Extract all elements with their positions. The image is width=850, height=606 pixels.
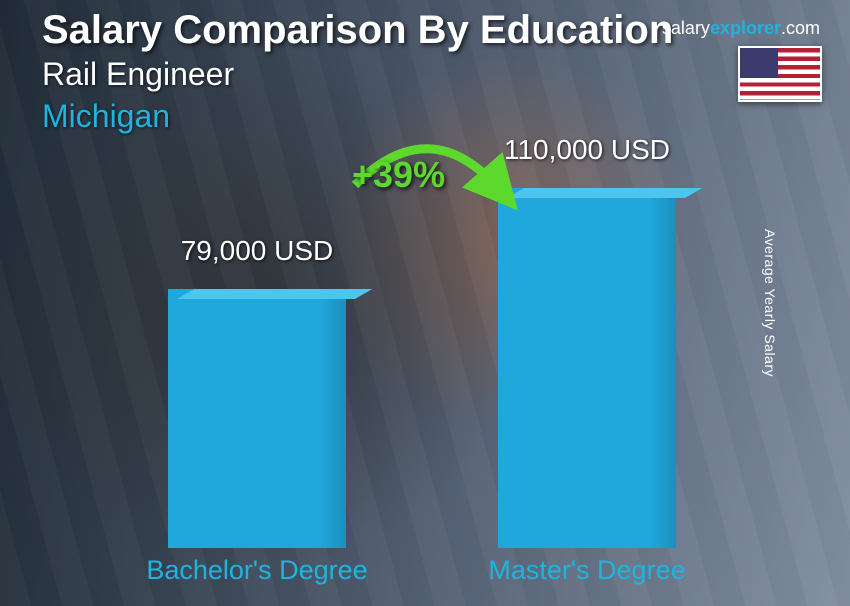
chart-title: Salary Comparison By Education	[42, 8, 673, 53]
us-flag-icon	[738, 46, 822, 102]
bar-category-label: Bachelor's Degree	[127, 555, 387, 586]
chart-subtitle-location: Michigan	[42, 98, 170, 135]
bar-3d	[498, 188, 676, 548]
source-attribution: salaryexplorer.com	[662, 18, 820, 39]
bar-front	[498, 188, 676, 548]
bar-top	[507, 188, 702, 198]
chart-container: Salary Comparison By Education Rail Engi…	[0, 0, 850, 606]
source-accent: explorer	[710, 18, 781, 38]
bar-front	[168, 289, 346, 548]
bar-group-1: 110,000 USD	[498, 188, 676, 548]
source-prefix: salary	[662, 18, 710, 38]
bar-group-0: 79,000 USD	[168, 289, 346, 548]
bar-top	[177, 289, 372, 299]
percent-increase-label: +39%	[352, 154, 445, 196]
bar-category-label: Master's Degree	[457, 555, 717, 586]
chart-subtitle-job: Rail Engineer	[42, 56, 234, 93]
source-suffix: .com	[781, 18, 820, 38]
bar-value-label: 79,000 USD	[138, 235, 376, 267]
bar-3d	[168, 289, 346, 548]
